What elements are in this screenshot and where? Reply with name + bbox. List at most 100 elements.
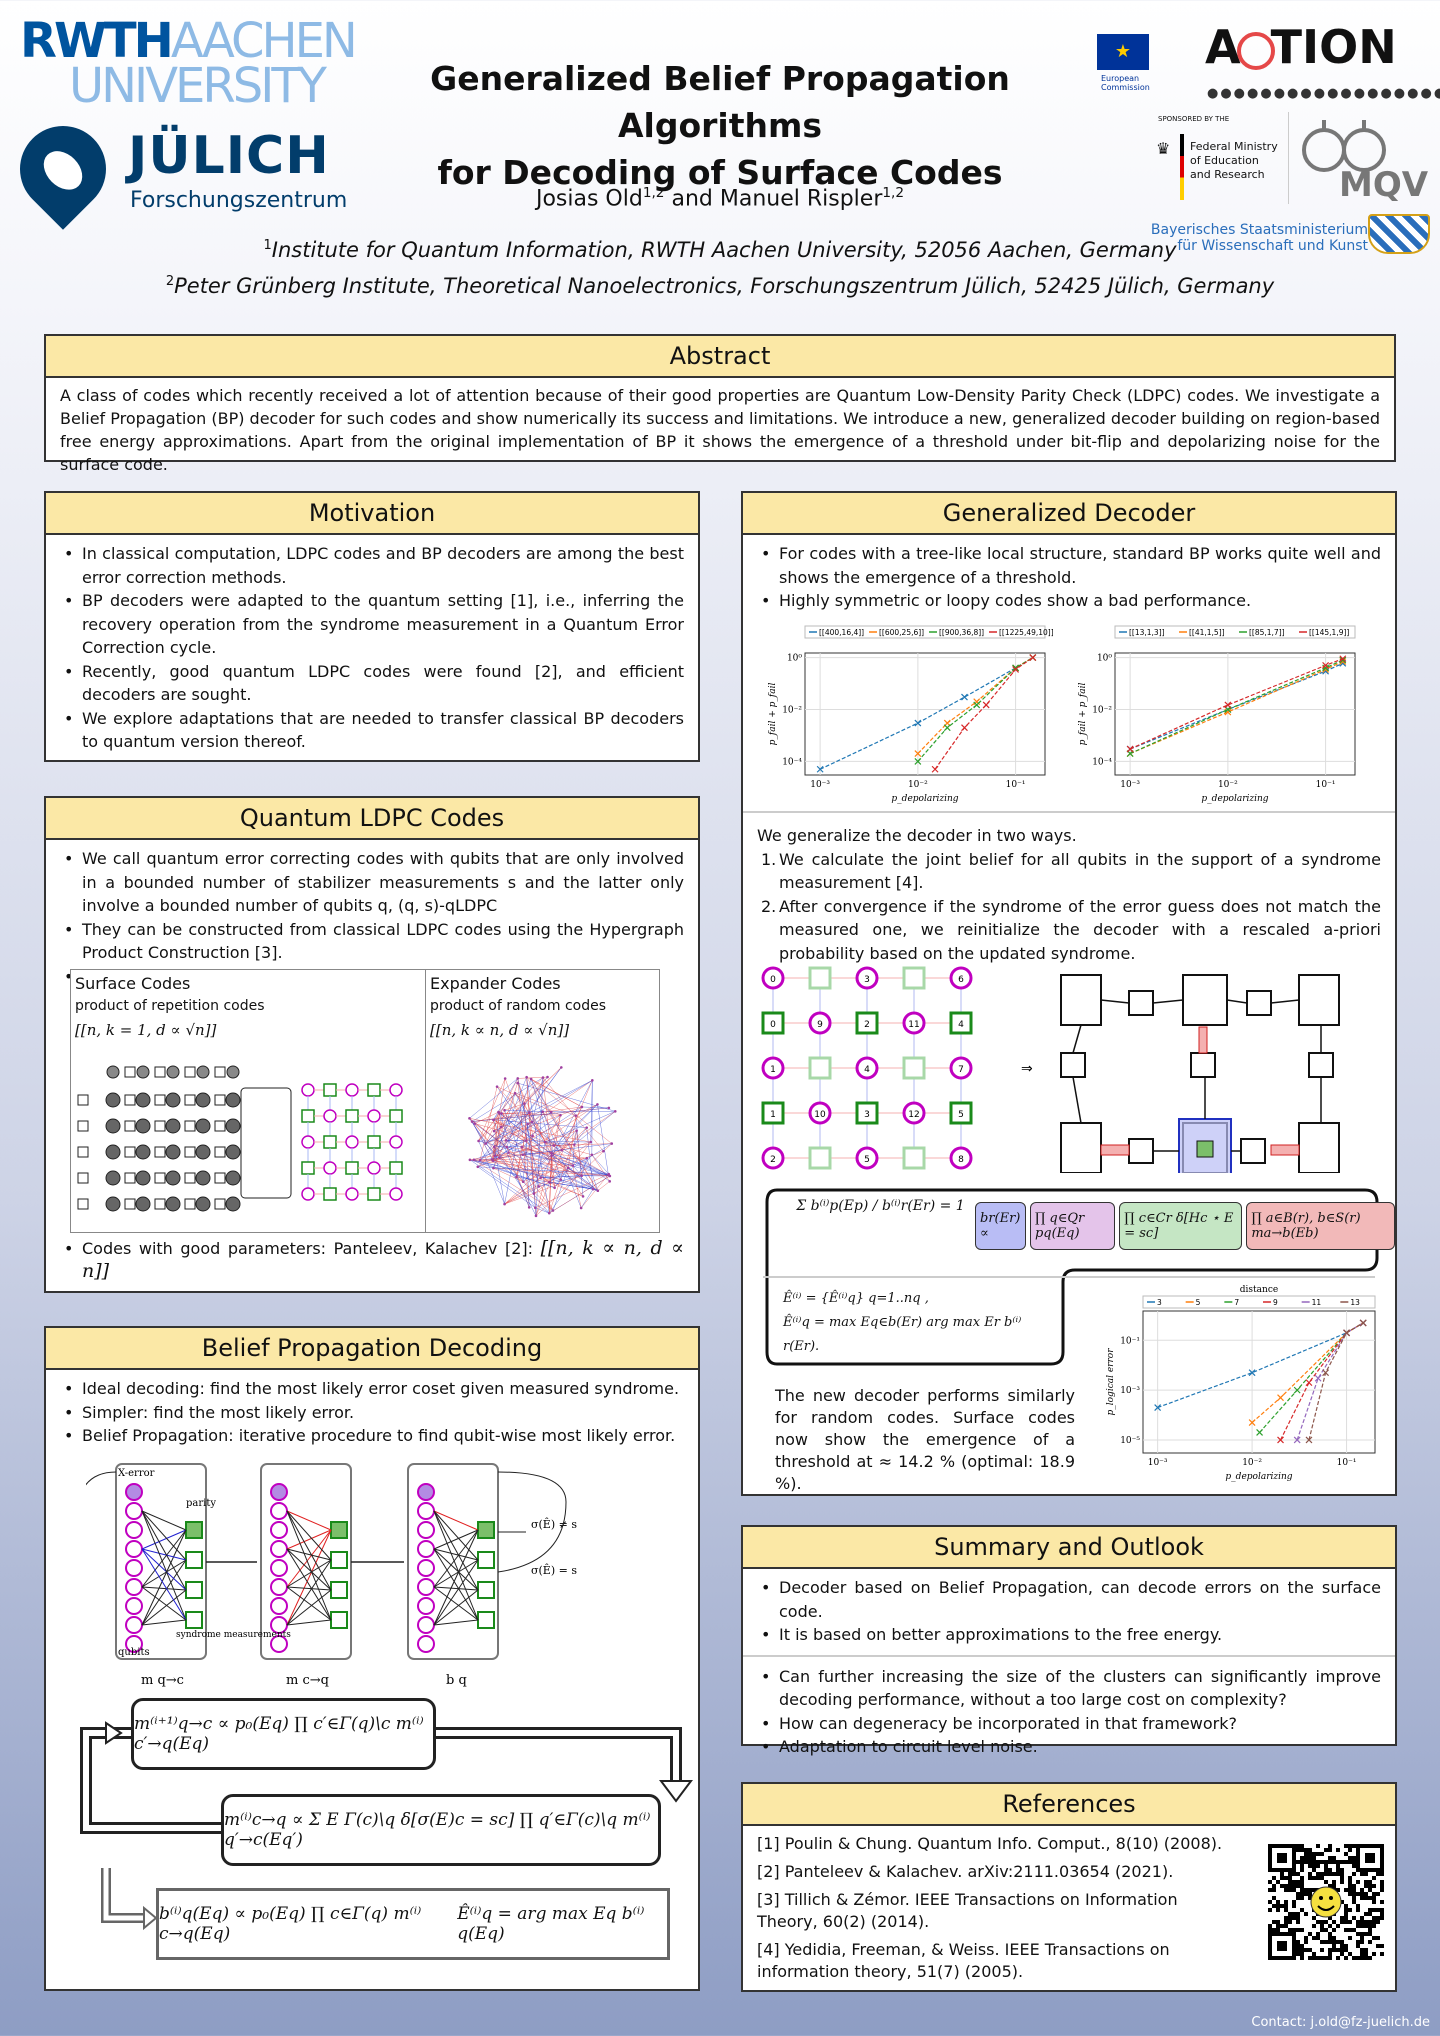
qubit-node: [417, 1578, 435, 1596]
node-label: 10: [814, 1110, 826, 1120]
qubit-node: [949, 1056, 973, 1080]
action-ring-icon: [1236, 31, 1275, 70]
region-box: [1060, 1122, 1102, 1173]
qr-module: [1328, 1932, 1332, 1936]
qubit-node: [345, 1134, 359, 1149]
qr-module: [1284, 1924, 1288, 1928]
qubit-node: [125, 1502, 143, 1520]
legend-entry: [[1225,49,10]]: [999, 628, 1053, 637]
graph-edge: [516, 1176, 537, 1216]
qr-module: [1320, 1928, 1324, 1932]
qr-module: [1304, 1856, 1308, 1860]
graph-node: [484, 1141, 487, 1145]
graph-node: [497, 1110, 500, 1113]
check-node: [124, 1198, 136, 1209]
graph-edge: [572, 1144, 575, 1166]
graph-edge: [542, 1111, 582, 1208]
qr-module: [1376, 1916, 1380, 1920]
chart-gbp-threshold: 10⁻³ 10⁻² 10⁻¹ 10⁻¹ 10⁻³ 10⁻⁵ p_depolarizing p_…: [1101, 1283, 1383, 1483]
syndrome-match-label: σ(Ê) = s: [531, 1563, 577, 1577]
graph-node: [491, 1158, 495, 1162]
qubit-node: [345, 1186, 359, 1201]
qubit-node: [125, 1559, 143, 1577]
qr-module: [1352, 1896, 1356, 1900]
qr-module: [1320, 1860, 1324, 1864]
qr-module: [1280, 1904, 1284, 1908]
qr-module: [1368, 1884, 1372, 1888]
graph-node: [492, 1145, 496, 1148]
qr-module: [1360, 1940, 1364, 1944]
data-point: [1012, 665, 1020, 673]
qr-module: [1344, 1888, 1348, 1892]
qr-module: [1376, 1920, 1380, 1924]
qr-module: [1320, 1956, 1324, 1960]
qr-module: [1340, 1948, 1344, 1952]
list-item: In classical computation, LDPC codes and…: [60, 542, 684, 589]
qr-module: [1296, 1928, 1300, 1932]
factor-edge: [286, 1548, 332, 1591]
qr-module: [1312, 1864, 1316, 1868]
qubit-node: [125, 1597, 143, 1615]
qr-module: [1380, 1952, 1384, 1956]
qr-module: [1336, 1924, 1340, 1928]
qubit-node: [165, 1170, 181, 1185]
check-node: [184, 1066, 196, 1077]
qr-module: [1288, 1888, 1292, 1892]
qr-module: [1296, 1848, 1300, 1852]
qr-module: [1372, 1896, 1376, 1900]
abstract-panel: Abstract A class of codes which recently…: [44, 334, 1396, 474]
graph-node: [585, 1156, 589, 1160]
graph-node: [500, 1111, 503, 1115]
qr-module: [1340, 1940, 1344, 1944]
factor-edge: [286, 1619, 332, 1626]
qr-module: [1320, 1876, 1324, 1880]
graph-node: [591, 1078, 594, 1082]
qr-code-icon[interactable]: [1268, 1844, 1384, 1960]
qr-module: [1292, 1884, 1296, 1888]
graph-edge: [504, 1109, 535, 1194]
graph-node: [559, 1177, 563, 1181]
graph-node: [580, 1105, 584, 1108]
qr-module: [1340, 1876, 1344, 1880]
surface-code-graph: [77, 1065, 403, 1211]
list-item: For codes with a tree-like local structu…: [757, 542, 1381, 589]
qubit-node: [165, 1118, 181, 1133]
factor-edge: [286, 1559, 332, 1588]
x-tick-label: 10⁻¹: [1006, 780, 1026, 790]
qr-finder-core: [1277, 1941, 1287, 1951]
qr-module: [1352, 1916, 1356, 1920]
check-node: [214, 1198, 226, 1209]
x-tick-label: 10⁻³: [810, 780, 830, 790]
contact-email[interactable]: Contact: j.old@fz-juelich.de: [1251, 2015, 1430, 2030]
qr-finder-core: [1365, 1853, 1375, 1863]
graph-node: [607, 1172, 611, 1175]
qr-module: [1364, 1880, 1368, 1884]
factor-edge: [433, 1529, 479, 1550]
qubit-node: [125, 1540, 143, 1558]
check-node: [184, 1120, 196, 1131]
qubit-node: [301, 1082, 315, 1097]
feedback-curve: [86, 1471, 117, 1486]
graph-node: [596, 1102, 599, 1106]
qr-module: [1332, 1872, 1336, 1876]
affiliation-1: 1Institute for Quantum Information, RWTH…: [263, 238, 1177, 262]
data-point: [973, 701, 981, 709]
graph-edge: [530, 1078, 612, 1144]
region-box: [1182, 974, 1228, 1026]
qubit-node: [855, 966, 879, 990]
graph-edge: [469, 1159, 561, 1180]
graph-edge: [506, 1078, 532, 1147]
graph-edge: [535, 1114, 561, 1216]
qubit-node: [389, 1134, 403, 1149]
check-node: [184, 1146, 196, 1157]
surface-codes-cell: Surface Codes product of repetition code…: [71, 969, 426, 1232]
graph-node: [521, 1179, 525, 1183]
factor-edge: [141, 1548, 187, 1561]
qubit-node: [808, 1011, 832, 1035]
graph-edge: [499, 1112, 598, 1191]
message-arrow: [1100, 1144, 1130, 1156]
graph-edge: [542, 1076, 604, 1151]
qr-module: [1300, 1952, 1304, 1956]
x-axis-label: p_depolarizing: [1225, 1472, 1292, 1482]
qr-module: [1312, 1916, 1316, 1920]
